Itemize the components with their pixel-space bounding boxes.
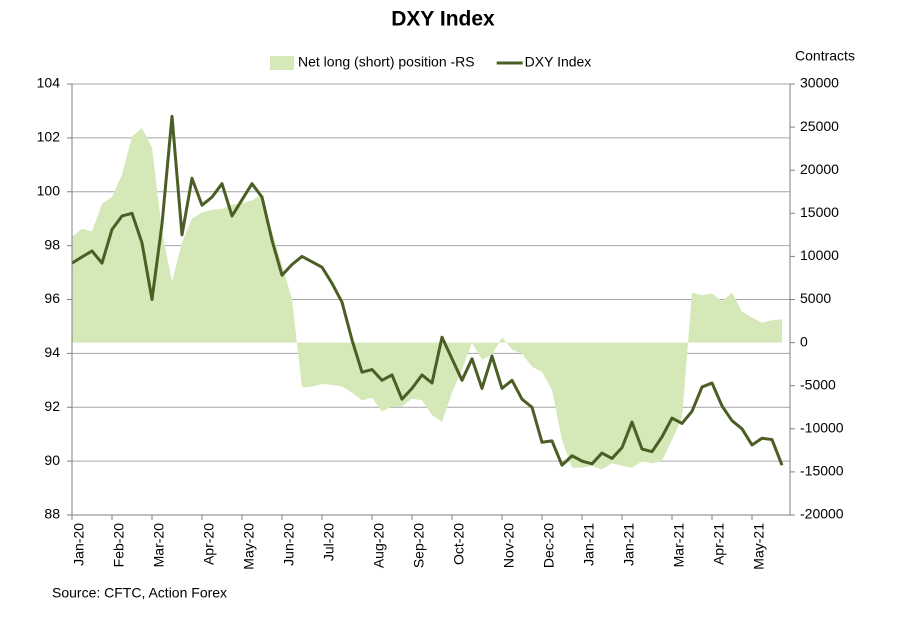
source-note: Source: CFTC, Action Forex — [52, 585, 227, 601]
x-tick-label: Aug-20 — [371, 523, 387, 568]
y2-tick-label: 15000 — [800, 204, 839, 220]
y-tick-label: 96 — [44, 290, 60, 306]
y2-tick-label: -10000 — [800, 420, 844, 436]
area — [72, 127, 782, 470]
legend-swatch — [270, 56, 294, 70]
y-tick-label: 88 — [44, 506, 60, 522]
y2-tick-label: -15000 — [800, 463, 844, 479]
y2-tick-label: -5000 — [800, 376, 836, 392]
legend-label: Net long (short) position -RS — [298, 54, 475, 70]
y-tick-label: 104 — [37, 75, 61, 91]
legend-label: DXY Index — [525, 54, 592, 70]
x-tick-label: Jan-21 — [581, 523, 597, 566]
x-tick-label: Jul-20 — [321, 523, 337, 561]
x-tick-label: Mar-20 — [151, 523, 167, 568]
x-tick-label: Mar-21 — [671, 523, 687, 568]
x-tick-label: Jan-20 — [71, 523, 87, 566]
x-tick-label: Nov-20 — [501, 523, 517, 568]
y-tick-label: 94 — [44, 344, 60, 360]
x-tick-label: Apr-20 — [201, 523, 217, 565]
y2-tick-label: 25000 — [800, 118, 839, 134]
y2-tick-label: 30000 — [800, 75, 839, 91]
x-tick-label: Dec-20 — [541, 523, 557, 568]
y2-tick-label: 20000 — [800, 161, 839, 177]
y-tick-label: 90 — [44, 452, 60, 468]
y2-tick-label: -20000 — [800, 506, 844, 522]
y-tick-label: 102 — [37, 129, 61, 145]
line — [71, 114, 784, 467]
x-tick-label: Apr-21 — [711, 523, 727, 565]
y2-tick-label: 10000 — [800, 247, 839, 263]
x-tick-label: May-20 — [241, 523, 257, 570]
x-tick-label: May-21 — [751, 523, 767, 570]
y2-tick-label: 5000 — [800, 290, 831, 306]
x-tick-label: Feb-20 — [111, 523, 127, 568]
x-tick-label: Jan-21 — [621, 523, 637, 566]
y2-axis-label: Contracts — [795, 48, 855, 64]
y2-tick-label: 0 — [800, 333, 808, 349]
y-tick-label: 92 — [44, 398, 60, 414]
x-tick-label: Jun-20 — [281, 523, 297, 566]
chart-title: DXY Index — [391, 8, 495, 31]
x-tick-label: Sep-20 — [411, 523, 427, 568]
x-tick-label: Oct-20 — [451, 523, 467, 565]
y-tick-label: 98 — [44, 236, 60, 252]
y-tick-label: 100 — [37, 182, 61, 198]
